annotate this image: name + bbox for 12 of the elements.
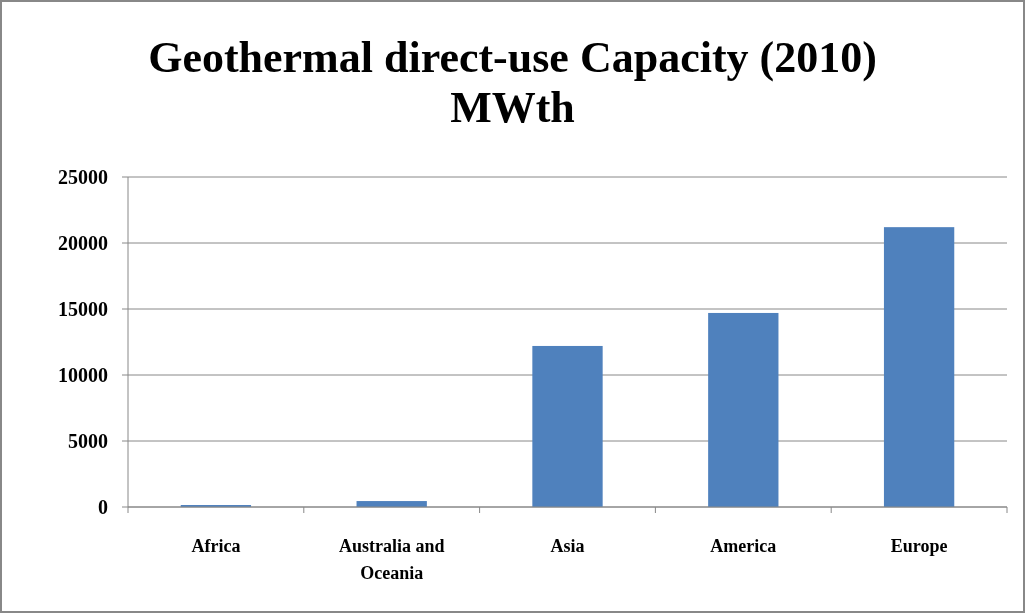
x-tick-label: Africa	[191, 536, 241, 556]
y-tick-label: 10000	[58, 364, 108, 386]
x-tick-label: Australia and Oceania	[338, 536, 445, 583]
x-tick-label: Asia	[550, 536, 585, 556]
y-tick-label: 0	[98, 496, 108, 518]
x-tick-label: America	[710, 536, 777, 556]
y-tick-label: 5000	[68, 430, 108, 452]
x-tick-label: Europe	[890, 536, 948, 556]
chart-title: Geothermal direct-use Capacity (2010) MWth	[148, 33, 877, 132]
y-tick-label: 15000	[58, 298, 108, 320]
y-tick-label: 20000	[58, 232, 108, 254]
y-tick-label: 25000	[58, 166, 108, 188]
